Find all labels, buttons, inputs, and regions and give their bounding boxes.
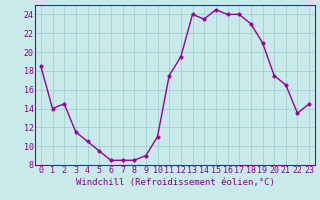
X-axis label: Windchill (Refroidissement éolien,°C): Windchill (Refroidissement éolien,°C) — [76, 178, 275, 187]
